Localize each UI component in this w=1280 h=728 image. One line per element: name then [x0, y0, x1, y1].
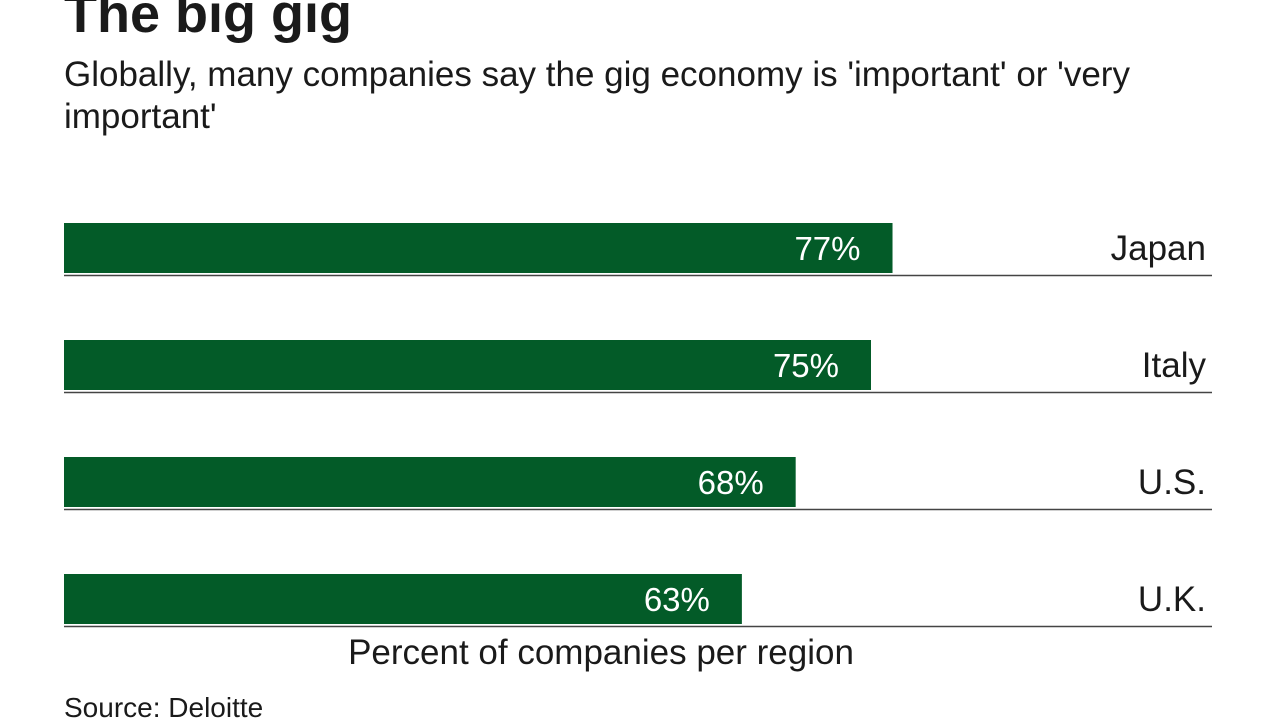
chart-subtitle: Globally, many companies say the gig eco… [64, 55, 1130, 136]
x-axis-label: Percent of companies per region [348, 633, 854, 672]
bar-chart: 77% Japan 75% Italy 68% U.S. 63% U.K. [64, 223, 1212, 628]
bar-japan [64, 223, 893, 273]
bar-u-k [64, 574, 742, 624]
chart-title: The big gig [64, 0, 352, 44]
source-note: Source: Deloitte [64, 692, 264, 723]
data-label: 75% [773, 347, 839, 384]
category-label: Italy [1142, 346, 1207, 385]
category-label: Japan [1111, 229, 1206, 268]
data-label: 77% [794, 230, 860, 267]
category-label: U.K. [1138, 580, 1206, 619]
bar-italy [64, 340, 871, 390]
data-label: 68% [698, 464, 764, 501]
category-label: U.S. [1138, 463, 1206, 502]
bar-u-s [64, 457, 796, 507]
data-label: 63% [644, 581, 710, 618]
